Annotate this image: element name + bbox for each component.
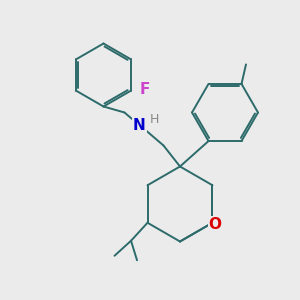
Text: O: O [208,217,221,232]
Text: F: F [139,82,150,97]
Text: N: N [133,118,146,134]
Text: H: H [150,113,159,127]
